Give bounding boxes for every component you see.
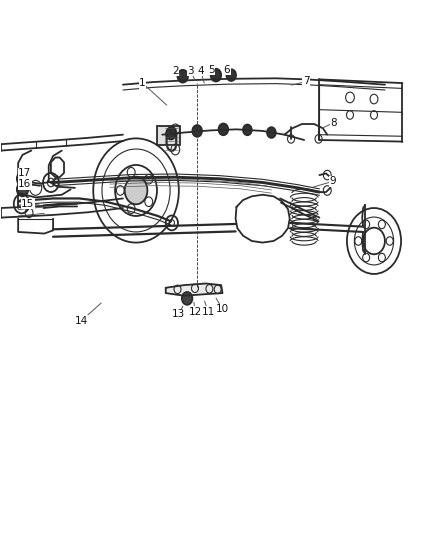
Text: 16: 16 — [18, 179, 32, 189]
Text: 9: 9 — [329, 176, 336, 187]
Text: 7: 7 — [303, 77, 310, 86]
Text: 2: 2 — [172, 66, 179, 76]
Text: 14: 14 — [75, 316, 88, 326]
Text: 15: 15 — [21, 199, 35, 209]
Circle shape — [17, 182, 28, 196]
Text: 5: 5 — [208, 65, 215, 75]
Text: 12: 12 — [188, 306, 201, 317]
Circle shape — [211, 69, 221, 82]
Circle shape — [226, 69, 236, 81]
Circle shape — [182, 292, 192, 305]
Text: 1: 1 — [139, 78, 146, 88]
Text: 17: 17 — [18, 168, 32, 179]
Circle shape — [192, 125, 202, 137]
Text: 6: 6 — [223, 65, 230, 75]
Circle shape — [17, 172, 28, 185]
Text: 11: 11 — [201, 306, 215, 317]
Polygon shape — [166, 284, 223, 296]
FancyBboxPatch shape — [157, 126, 180, 146]
Text: 10: 10 — [216, 304, 229, 314]
Text: 4: 4 — [198, 66, 204, 76]
Circle shape — [125, 176, 148, 204]
Circle shape — [243, 125, 252, 135]
Circle shape — [166, 128, 176, 140]
Text: 8: 8 — [330, 118, 337, 128]
Circle shape — [267, 127, 276, 138]
Circle shape — [177, 70, 188, 83]
Text: 13: 13 — [172, 309, 185, 319]
Text: 3: 3 — [187, 66, 194, 76]
Circle shape — [219, 124, 228, 135]
